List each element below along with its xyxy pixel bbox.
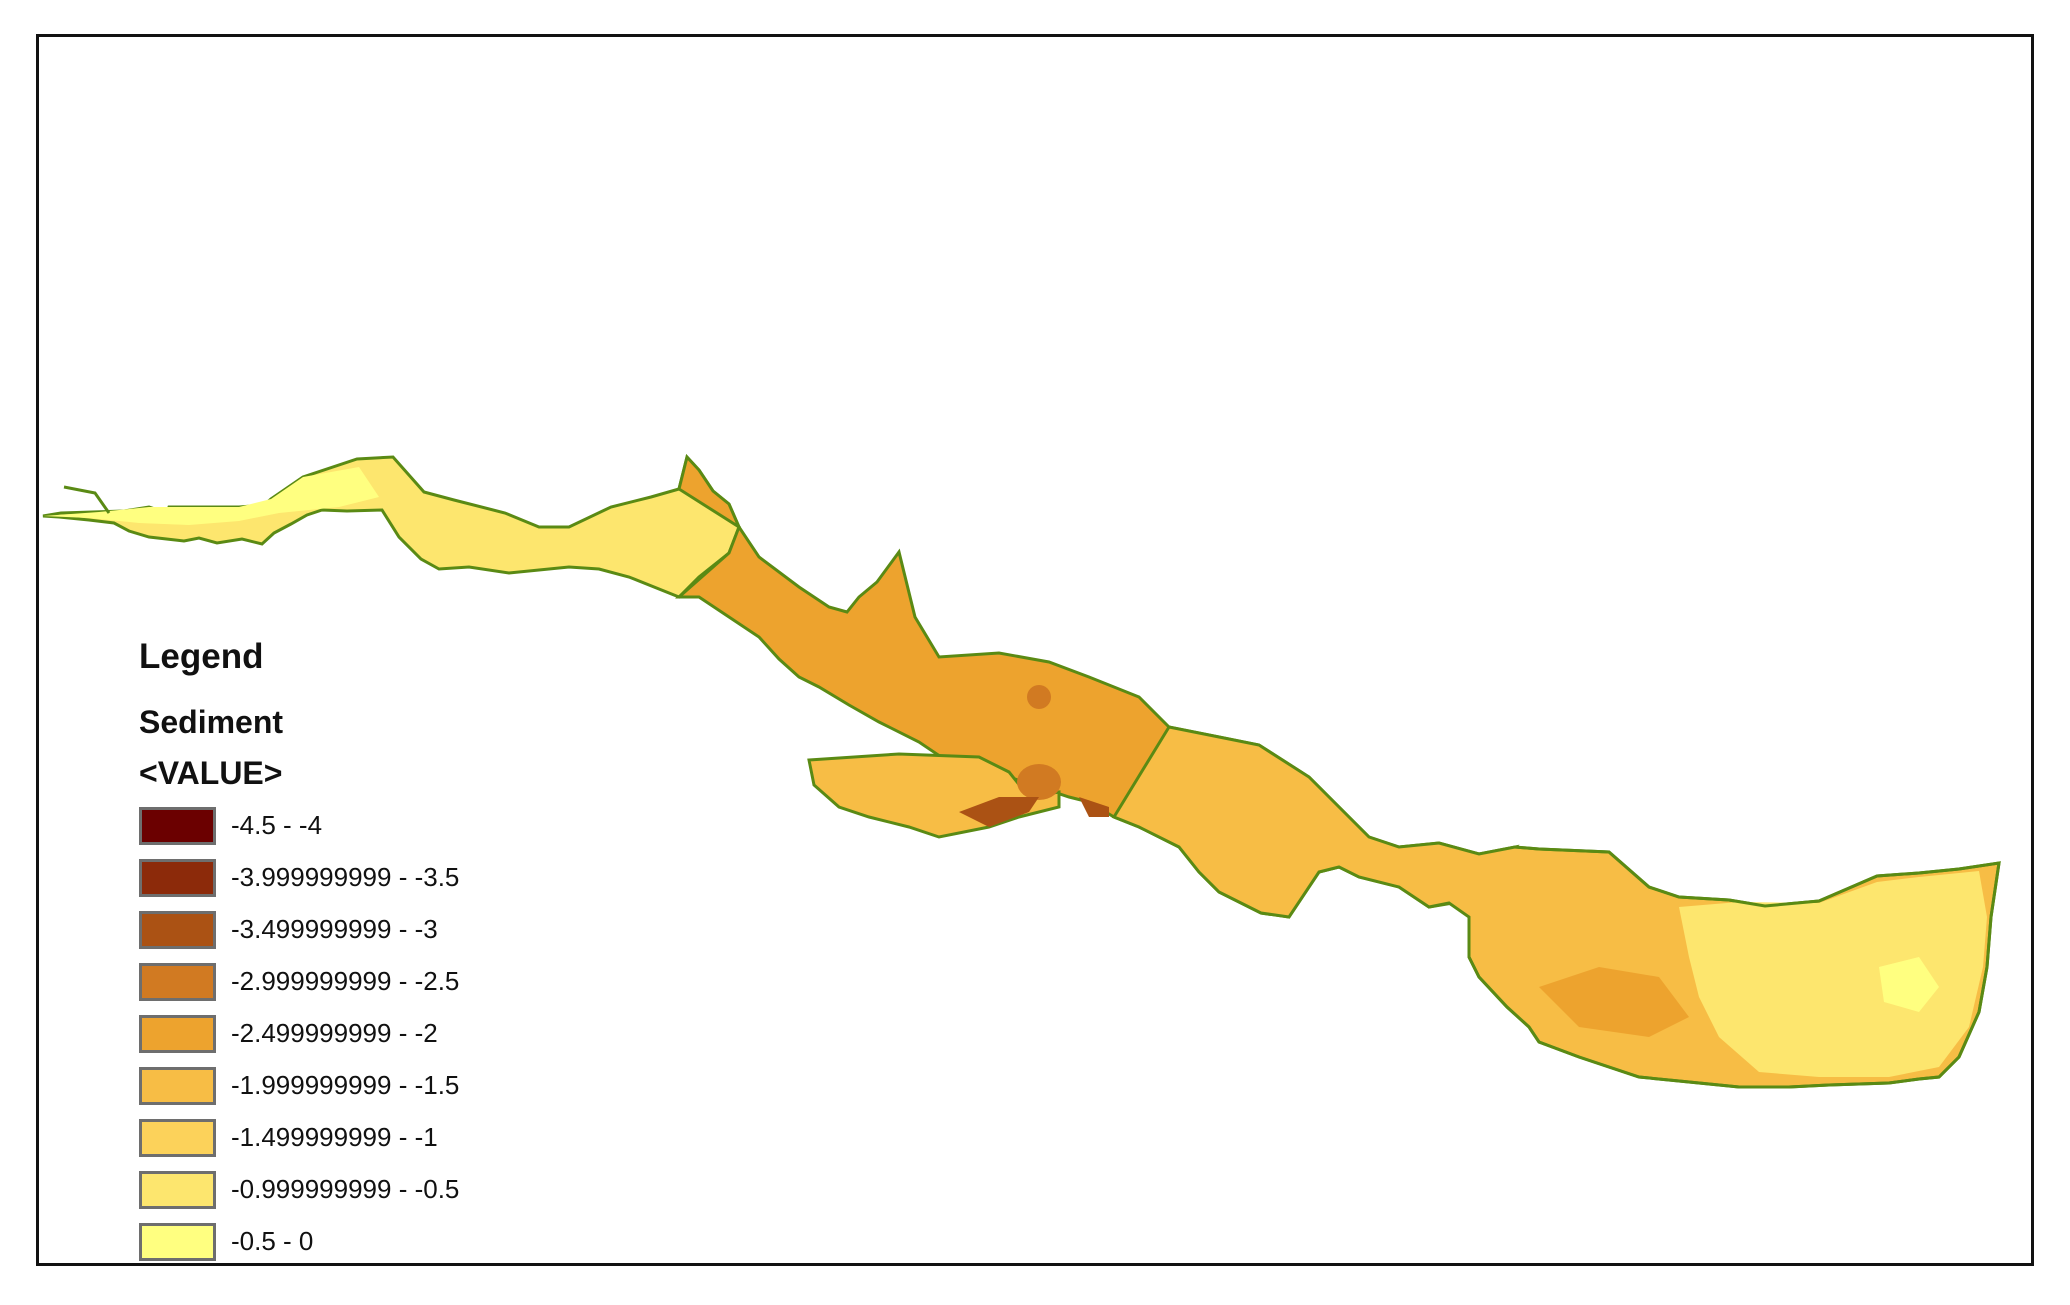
downstream-deep-zone bbox=[1539, 967, 1689, 1037]
legend-class-item: -3.499999999 - -3 bbox=[139, 911, 559, 951]
deep-spot-4 bbox=[1079, 797, 1109, 817]
legend-class-label: -1.999999999 - -1.5 bbox=[231, 1070, 460, 1100]
legend-class-item: -2.999999999 - -2.5 bbox=[139, 963, 559, 1003]
legend-class-item: -0.999999999 - -0.5 bbox=[139, 1171, 559, 1211]
legend-class-label: -0.999999999 - -0.5 bbox=[231, 1174, 460, 1204]
legend-swatch bbox=[139, 911, 216, 949]
upstream-inlet-line bbox=[63, 485, 111, 514]
downstream-shallow-zone bbox=[1679, 871, 1987, 1077]
legend-swatch bbox=[139, 1067, 216, 1105]
channel-tip-shallow bbox=[43, 467, 379, 525]
legend-class-label: -1.499999999 - -1 bbox=[231, 1122, 438, 1152]
legend-swatch bbox=[139, 1119, 216, 1157]
legend-class-label: -4.5 - -4 bbox=[231, 810, 323, 840]
legend-class-item: -4.5 - -4 bbox=[139, 807, 559, 847]
deep-spot-1 bbox=[1017, 764, 1061, 800]
legend-class-item: -2.499999999 - -2 bbox=[139, 1015, 559, 1055]
legend-swatch bbox=[139, 807, 216, 845]
sediment-map bbox=[42, 453, 2001, 1089]
downstream-very-shallow-zone bbox=[1879, 957, 1939, 1012]
legend-swatch bbox=[139, 1223, 216, 1261]
legend-class-label: -0.5 - 0 bbox=[231, 1226, 314, 1256]
legend-layer-name: Sediment bbox=[139, 704, 284, 740]
legend-class-item: -0.5 - 0 bbox=[139, 1223, 559, 1263]
legend-class-label: -2.999999999 - -2.5 bbox=[231, 966, 460, 996]
legend-swatch bbox=[139, 963, 216, 1001]
legend-title: Legend bbox=[139, 637, 264, 676]
channel-upstream-segment bbox=[42, 453, 741, 599]
deep-spot-3 bbox=[959, 797, 1039, 827]
legend-swatch bbox=[139, 1171, 216, 1209]
legend-class-item: -1.999999999 - -1.5 bbox=[139, 1067, 559, 1107]
legend-class-label: -3.499999999 - -3 bbox=[231, 914, 438, 944]
legend-swatch bbox=[139, 859, 216, 897]
legend-swatch bbox=[139, 1015, 216, 1053]
legend-class-item: -3.999999999 - -3.5 bbox=[139, 859, 559, 899]
channel-outline-downstream bbox=[1467, 845, 2001, 1089]
legend-class-label: -3.999999999 - -3.5 bbox=[231, 862, 460, 892]
deep-spot-2 bbox=[1027, 685, 1051, 709]
legend-field-name: <VALUE> bbox=[139, 755, 283, 791]
map-frame: Legend Sediment <VALUE> -4.5 - -4 -3.999… bbox=[36, 34, 2034, 1266]
legend-class-label: -2.499999999 - -2 bbox=[231, 1018, 438, 1048]
legend-class-item: -1.499999999 - -1 bbox=[139, 1119, 559, 1159]
